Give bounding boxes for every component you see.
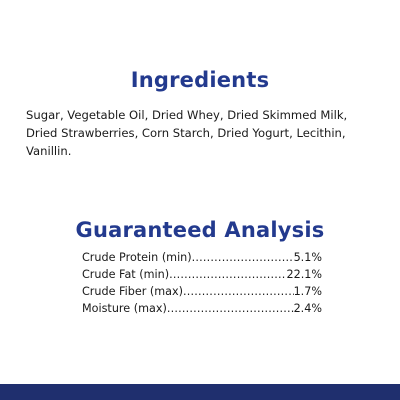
dot-leader [183, 285, 294, 298]
dot-leader [167, 302, 294, 315]
guaranteed-analysis-table: Crude Protein (min) 5.1% Crude Fat (min)… [82, 251, 322, 319]
analysis-row-crude-protein: Crude Protein (min) 5.1% [82, 251, 322, 268]
analysis-label: Moisture (max) [82, 302, 167, 315]
dot-leader [169, 268, 286, 281]
guaranteed-analysis-heading: Guaranteed Analysis [75, 218, 325, 242]
analysis-value: 5.1% [293, 251, 322, 264]
ingredients-heading: Ingredients [130, 68, 270, 92]
analysis-label: Crude Fiber (max) [82, 285, 184, 298]
dot-leader [192, 251, 294, 264]
analysis-label: Crude Protein (min) [82, 251, 192, 264]
analysis-value: 1.7% [293, 285, 322, 298]
footer-bar [0, 384, 400, 400]
analysis-row-crude-fiber: Crude Fiber (max) 1.7% [82, 285, 322, 302]
analysis-value: 22.1% [286, 268, 322, 281]
ingredients-list: Sugar, Vegetable Oil, Dried Whey, Dried … [26, 108, 348, 158]
analysis-row-crude-fat: Crude Fat (min) 22.1% [82, 268, 322, 285]
analysis-value: 2.4% [293, 302, 322, 315]
analysis-row-moisture: Moisture (max) 2.4% [82, 302, 322, 319]
analysis-label: Crude Fat (min) [82, 268, 170, 281]
